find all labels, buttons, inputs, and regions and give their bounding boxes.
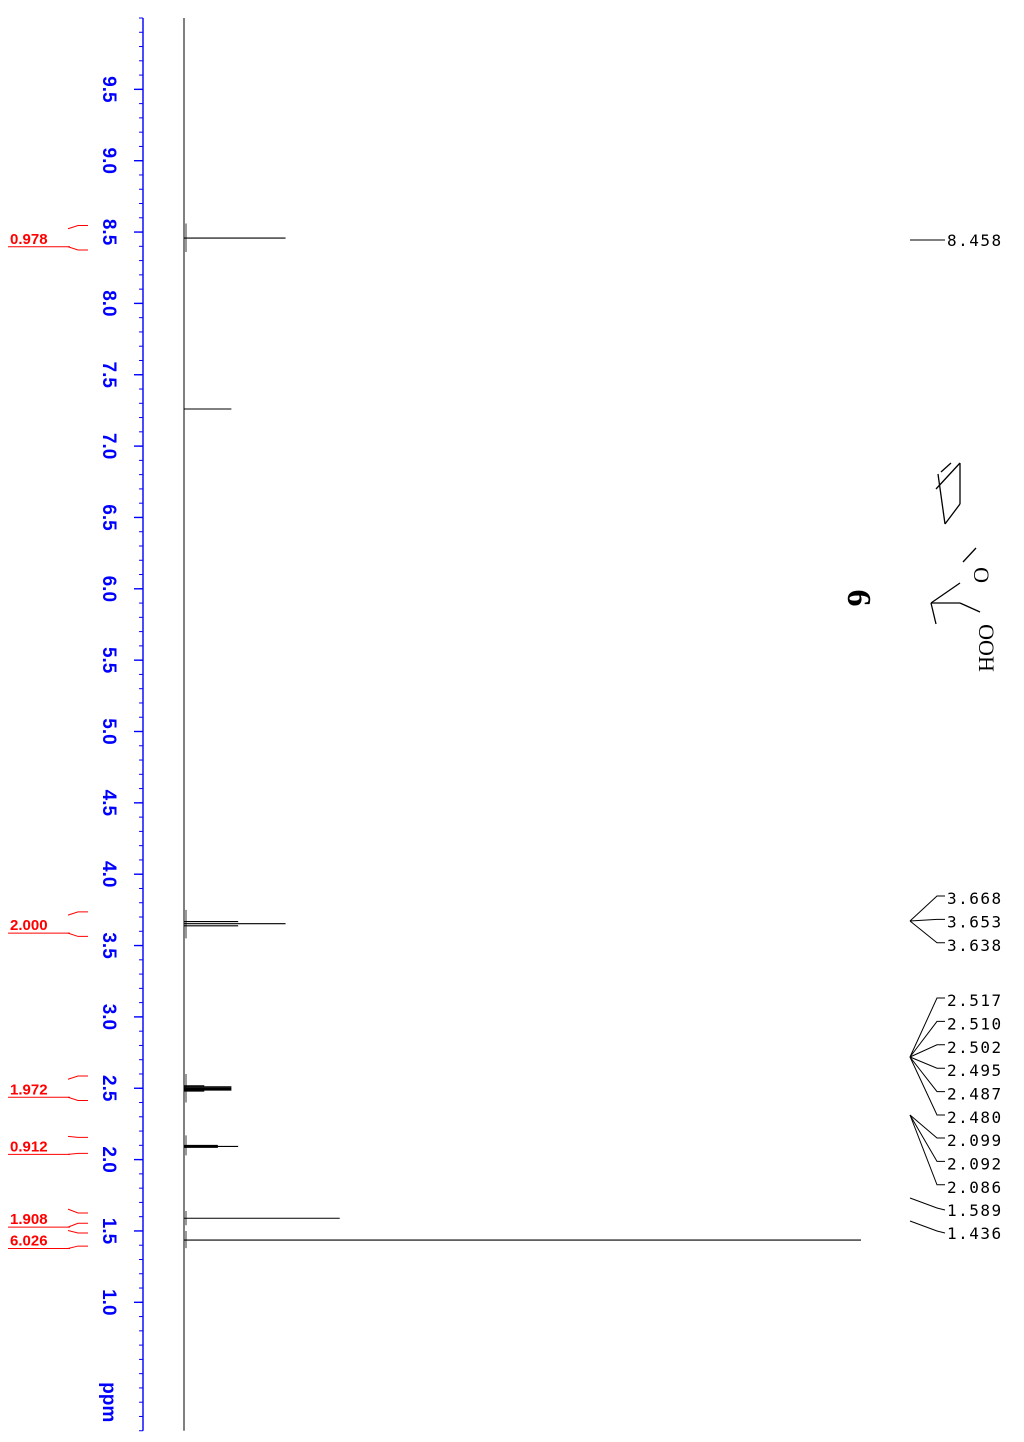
peak-label: 1.436 bbox=[947, 1224, 1003, 1243]
tick-label: 7.0 bbox=[98, 433, 119, 459]
ppm-axis: 9.5 9.0 8.5 8.0 7.5 7.0 6.5 6.0 5.5 5.0 4.5 4.0 3.5 3… bbox=[98, 17, 144, 1432]
peak-label: 2.510 bbox=[947, 1014, 1003, 1033]
peak-label: 3.668 bbox=[947, 889, 1003, 908]
tick-label: 4.0 bbox=[98, 861, 119, 887]
peak-label: 1.589 bbox=[947, 1201, 1003, 1220]
integral-bracket-bottom bbox=[67, 1222, 88, 1228]
tick-label: 1.5 bbox=[98, 1218, 119, 1245]
peak-leader bbox=[909, 1056, 945, 1069]
spectrum-trace bbox=[183, 18, 861, 1431]
tick-label: 5.0 bbox=[98, 718, 119, 744]
axis-unit-label: ppm bbox=[98, 1382, 119, 1422]
integral-bracket-top bbox=[67, 1075, 88, 1080]
tick-label: 4.5 bbox=[98, 790, 119, 817]
hydroperoxy-label: OOH bbox=[974, 624, 999, 672]
tick-label: 8.0 bbox=[98, 290, 119, 316]
peak-label: 2.502 bbox=[947, 1038, 1003, 1057]
peak-label: 2.487 bbox=[947, 1085, 1003, 1104]
integral-value: 0.978 bbox=[10, 231, 48, 248]
integral-bracket-top bbox=[67, 911, 88, 916]
peak-label: 2.092 bbox=[947, 1154, 1003, 1173]
chemical-structure: O OOH 6 bbox=[840, 462, 999, 672]
peak-leader bbox=[909, 1220, 946, 1234]
peak-leader bbox=[909, 1197, 946, 1211]
peak-leader bbox=[909, 1114, 945, 1139]
tick-label: 2.0 bbox=[98, 1146, 119, 1172]
peak-label: 2.480 bbox=[947, 1108, 1003, 1127]
compound-number: 6 bbox=[840, 590, 877, 607]
integral-bracket-bottom bbox=[67, 1096, 88, 1102]
peak-leader bbox=[909, 1114, 945, 1162]
tick-label: 6.5 bbox=[98, 504, 119, 531]
tick-label: 5.5 bbox=[98, 647, 119, 674]
integral-bracket-bottom bbox=[67, 246, 88, 251]
tick-label: 9.0 bbox=[98, 147, 119, 173]
peak-leader bbox=[909, 920, 945, 944]
tick-label: 3.0 bbox=[98, 1004, 119, 1030]
integration-regions: 0.978 2.000 1.972 0.912 1.908 6.026 bbox=[8, 223, 187, 1250]
integral-value: 1.908 bbox=[10, 1211, 48, 1228]
peak-leader bbox=[909, 1056, 945, 1116]
peak-label: 2.495 bbox=[947, 1061, 1003, 1080]
integral-value: 6.026 bbox=[10, 1233, 48, 1250]
peak-leader bbox=[909, 918, 945, 922]
peak-leader bbox=[909, 895, 945, 922]
integral-bracket-bottom bbox=[67, 1152, 88, 1155]
integral-value: 1.972 bbox=[10, 1081, 48, 1098]
tick-label: 1.0 bbox=[98, 1289, 119, 1315]
tick-label: 6.0 bbox=[98, 576, 119, 602]
peak-leader bbox=[909, 1114, 945, 1186]
peak-leader bbox=[909, 1020, 945, 1058]
integral-bracket-top bbox=[67, 224, 88, 230]
integral-value: 0.912 bbox=[10, 1138, 48, 1155]
tick-label: 7.5 bbox=[98, 362, 119, 389]
peak-label: 2.099 bbox=[947, 1131, 1003, 1150]
tick-label: 3.5 bbox=[98, 932, 119, 959]
peak-label: 2.086 bbox=[947, 1178, 1003, 1197]
oxygen-atom-label: O bbox=[969, 567, 994, 583]
tick-label: 8.5 bbox=[98, 219, 119, 246]
integral-bracket-top bbox=[67, 1208, 88, 1214]
peak-label: 3.638 bbox=[947, 936, 1003, 955]
integral-bracket-top bbox=[67, 1135, 88, 1138]
integral-bracket-bottom bbox=[67, 1245, 88, 1249]
peak-label: 3.653 bbox=[947, 912, 1003, 931]
tick-label: 2.5 bbox=[98, 1075, 119, 1102]
peak-label: 2.517 bbox=[947, 991, 1003, 1010]
peak-leader bbox=[909, 1056, 945, 1093]
peak-leader bbox=[909, 1044, 945, 1058]
peak-label-list: 8.458 3.668 3.653 3.638 2.517 2.510 2.502 2.495… bbox=[909, 231, 1003, 1243]
integral-value: 2.000 bbox=[10, 917, 48, 934]
peak-leader bbox=[909, 997, 945, 1058]
integral-bracket-bottom bbox=[67, 932, 88, 937]
integral-bracket-top bbox=[67, 1230, 88, 1234]
tick-label: 9.5 bbox=[98, 76, 119, 103]
peak-label: 8.458 bbox=[947, 231, 1003, 250]
